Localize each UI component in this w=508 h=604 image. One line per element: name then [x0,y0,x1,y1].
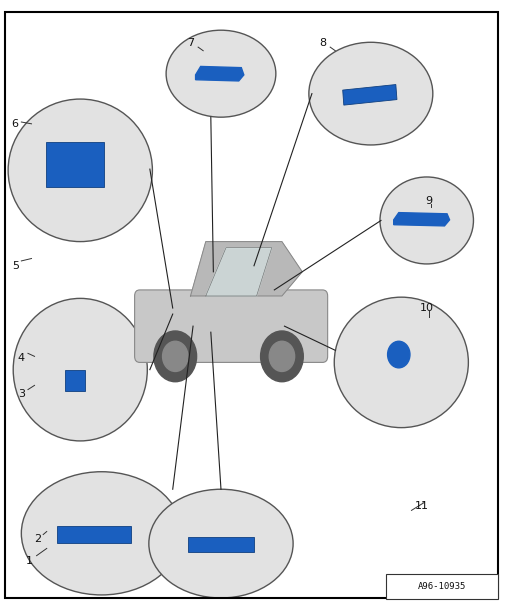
Polygon shape [196,66,244,81]
Circle shape [154,331,197,382]
Polygon shape [394,213,450,226]
Polygon shape [190,242,302,296]
Circle shape [388,341,410,368]
Text: 3: 3 [18,389,25,399]
Bar [57,526,131,543]
Text: 1: 1 [26,556,33,565]
Ellipse shape [8,99,152,242]
Text: 2: 2 [35,535,42,544]
Text: 7: 7 [187,39,194,48]
Text: 4: 4 [18,353,25,362]
Bar [386,574,498,599]
Bar [65,370,85,391]
Text: A96-10935: A96-10935 [418,582,466,591]
Circle shape [269,341,295,371]
Ellipse shape [166,30,276,117]
Text: 10: 10 [420,303,434,313]
Text: 5: 5 [12,261,19,271]
Text: 11: 11 [415,501,429,511]
Ellipse shape [309,42,433,145]
Bar [343,85,397,105]
Text: 8: 8 [319,39,326,48]
Ellipse shape [380,177,473,264]
Bar [46,142,105,187]
Circle shape [261,331,303,382]
Ellipse shape [21,472,182,595]
Bar [188,538,254,552]
Text: 9: 9 [426,196,433,205]
Polygon shape [206,248,272,296]
Ellipse shape [13,298,147,441]
Circle shape [163,341,188,371]
FancyBboxPatch shape [135,290,328,362]
Text: 6: 6 [12,119,19,129]
Ellipse shape [334,297,468,428]
Ellipse shape [149,489,293,598]
